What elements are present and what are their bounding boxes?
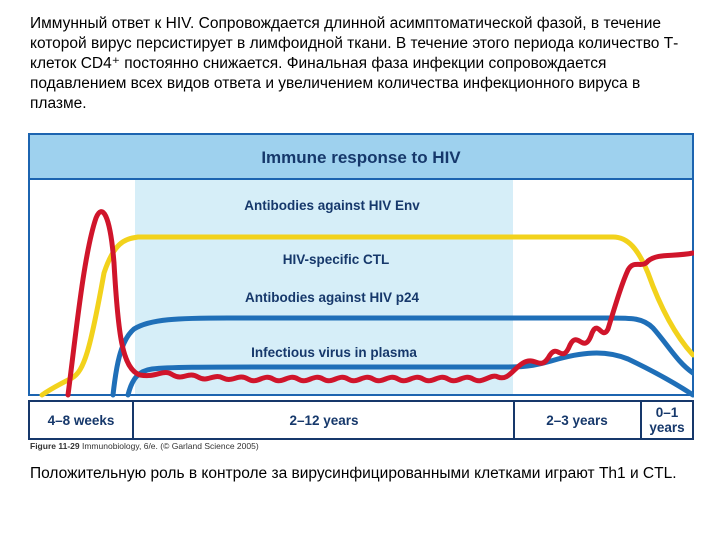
figure-header [28,133,694,180]
phase-acute: 4–8 weeks [48,413,115,428]
timeline-bar [28,400,694,440]
figure-caption: Figure 11-29 Immunobiology, 6/e. (© Garl… [30,441,259,451]
intro-paragraph: Иммунный ответ к HIV. Сопровождается дли… [30,15,679,112]
label-env-antibodies: Antibodies against HIV Env [244,198,420,213]
figure-id: Figure 11-29 [30,441,80,451]
hiv-immune-response-figure: Immune response to HIV Antibodies agains… [28,133,694,441]
p24-antibody-curve [125,350,694,398]
phase-symptomatic: 2–3 years [546,413,608,428]
phase-aids-line2: years [649,420,684,435]
phase-aids-line1: 0–1 [656,405,679,420]
asymptomatic-phase-region [135,180,513,394]
label-p24-antibodies: Antibodies against HIV p24 [245,290,420,305]
plasma-virus-curve [65,209,694,398]
phase-asymptomatic: 2–12 years [289,413,358,428]
label-plasma-virus: Infectious virus in plasma [251,345,417,360]
figure-title: Immune response to HIV [261,148,461,167]
figure-canvas: Immune response to HIV Antibodies agains… [28,133,694,440]
figure-source: Immunobiology, 6/e. (© Garland Science 2… [81,441,259,451]
outro-paragraph: Положительную роль в контроле за вирусин… [30,465,677,482]
label-ctl: HIV-specific CTL [283,252,390,267]
